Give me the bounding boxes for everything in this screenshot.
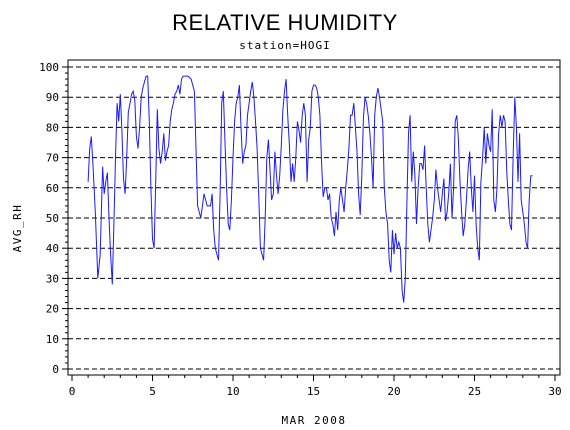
x-tick-label: 0 bbox=[69, 385, 76, 398]
y-tick-label: 30 bbox=[46, 272, 59, 285]
x-axis-label: MAR 2008 bbox=[282, 414, 347, 427]
avg-rh-series-line bbox=[87, 75, 533, 303]
y-axis-label: AVG_RH bbox=[11, 204, 24, 253]
gridlines bbox=[68, 66, 560, 370]
y-tick-label: 20 bbox=[46, 303, 59, 316]
x-tick-label: 25 bbox=[468, 385, 481, 398]
x-tick-label: 15 bbox=[307, 385, 320, 398]
y-tick-label: 100 bbox=[39, 61, 59, 74]
x-tick-label: 10 bbox=[226, 385, 239, 398]
y-tick-label: 70 bbox=[46, 152, 59, 165]
y-axis-ticks: 0 10 20 30 40 50 60 70 80 90 100 bbox=[39, 61, 68, 376]
y-tick-label: 80 bbox=[46, 121, 59, 134]
x-axis-ticks: 0 5 10 15 20 25 30 bbox=[69, 375, 562, 398]
y-tick-label: 90 bbox=[46, 91, 59, 104]
y-tick-label: 50 bbox=[46, 212, 59, 225]
y-tick-label: 10 bbox=[46, 333, 59, 346]
y-tick-label: 60 bbox=[46, 182, 59, 195]
y-tick-label: 40 bbox=[46, 242, 59, 255]
chart-title: RELATIVE HUMIDITY bbox=[172, 10, 398, 35]
x-tick-label: 30 bbox=[548, 385, 561, 398]
y-tick-label: 0 bbox=[52, 363, 59, 376]
chart-subtitle: station=HOGI bbox=[239, 39, 330, 52]
x-tick-label: 20 bbox=[387, 385, 400, 398]
x-tick-label: 5 bbox=[149, 385, 156, 398]
